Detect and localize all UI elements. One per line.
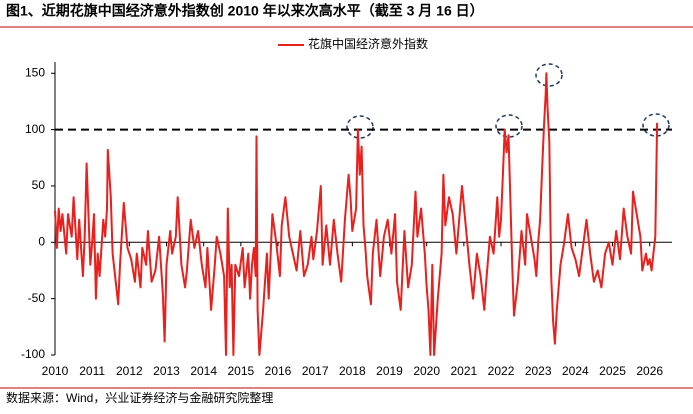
highlight-circle	[346, 115, 374, 139]
legend-label: 花旗中国经济意外指数	[308, 36, 428, 51]
x-tick-label: 2019	[376, 364, 403, 378]
y-tick-label: 150	[25, 65, 45, 79]
x-tick-label: 2021	[451, 364, 478, 378]
y-tick-label: 100	[25, 122, 45, 136]
x-tick-label: 2018	[339, 364, 366, 378]
y-tick-label: -100	[21, 347, 45, 361]
source-note: 数据来源：Wind，兴业证券经济与金融研究院整理	[6, 390, 273, 405]
x-tick-label: 2013	[153, 364, 180, 378]
x-tick-label: 2022	[488, 364, 515, 378]
highlight-circle	[495, 114, 523, 138]
y-tick-label: 0	[38, 234, 45, 248]
x-tick-label: 2024	[562, 364, 589, 378]
y-tick-label: -50	[28, 291, 46, 305]
x-tick-label: 2020	[413, 364, 440, 378]
highlight-circle	[535, 63, 563, 87]
x-tick-label: 2017	[302, 364, 329, 378]
y-tick-label: 50	[32, 178, 46, 192]
data-line	[54, 72, 659, 356]
x-tick-label: 2014	[190, 364, 217, 378]
x-tick-label: 2010	[42, 364, 69, 378]
x-tick-label: 2016	[265, 364, 292, 378]
x-tick-label: 2025	[599, 364, 626, 378]
highlight-circle	[642, 113, 670, 137]
x-tick-label: 2023	[525, 364, 552, 378]
x-tick-label: 2011	[79, 364, 105, 378]
x-tick-label: 2015	[227, 364, 254, 378]
highlight-circles	[346, 63, 670, 139]
x-tick-label: 2026	[636, 364, 663, 378]
chart-title: 图1、近期花旗中国经济意外指数创 2010 年以来次高水平（截至 3 月 16 …	[6, 3, 484, 19]
x-tick-label: 2012	[116, 364, 143, 378]
